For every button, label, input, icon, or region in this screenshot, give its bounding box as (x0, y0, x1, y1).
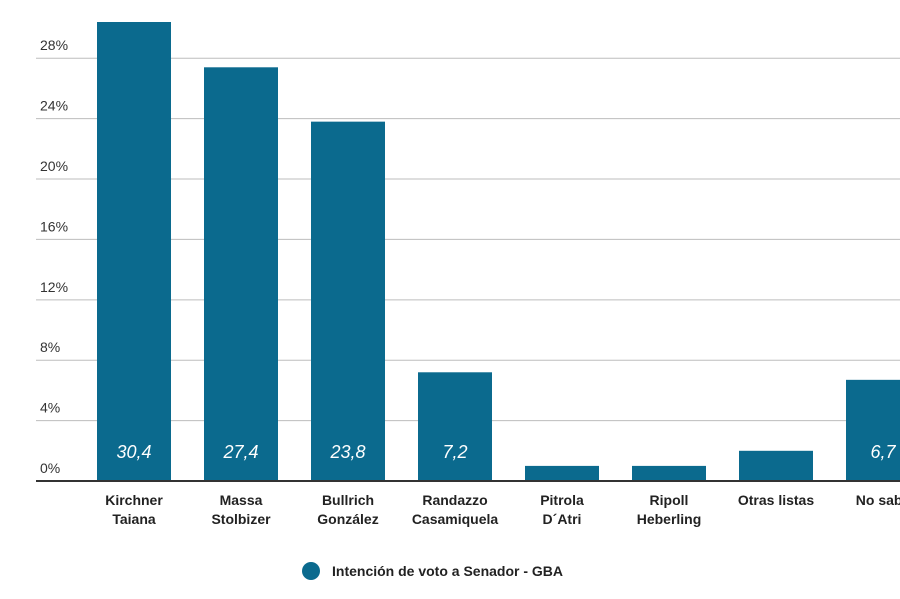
y-tick-label: 8% (40, 339, 60, 355)
legend: Intención de voto a Senador - GBA (302, 560, 563, 582)
x-category-label: Massa Stolbizer (211, 492, 271, 527)
x-category-label: Randazzo Casamiquela (412, 492, 499, 527)
bar (418, 372, 492, 481)
y-tick-label: 4% (40, 400, 60, 416)
bar (311, 121, 385, 482)
y-tick-label: 20% (40, 158, 68, 174)
x-category-label-line: Taiana (112, 511, 156, 527)
x-category-label-line: D´Atri (543, 511, 582, 527)
y-tick-label: 28% (40, 37, 68, 53)
x-category-label: Ripoll Heberling (637, 492, 702, 527)
bar (846, 379, 900, 481)
x-category-label: Pitrola D´Atri (540, 492, 584, 527)
bar-data-label: 7,2 (442, 442, 467, 462)
bar-data-label: 6,7 (870, 442, 896, 462)
x-category-label-line: Massa (220, 492, 263, 508)
x-category-label: Otras listas (738, 492, 814, 508)
x-category-label-line: Pitrola (540, 492, 584, 508)
x-category-label-line: Casamiquela (412, 511, 499, 527)
y-tick-label: 16% (40, 218, 68, 234)
x-category-label-line: Ripoll (650, 492, 689, 508)
bar-data-label: 23,8 (329, 442, 365, 462)
bar (97, 22, 171, 481)
bar (739, 450, 813, 481)
x-category-label-line: Heberling (637, 511, 702, 527)
x-category-label: Kirchner Taiana (105, 492, 163, 527)
x-category-label-line: No sabe (856, 492, 900, 508)
x-category-label: Bullrich González (317, 492, 378, 527)
x-category-label-line: Randazzo (422, 492, 487, 508)
bar-data-label: 27,4 (222, 442, 258, 462)
y-tick-label: 12% (40, 279, 68, 295)
x-category-label-line: Stolbizer (211, 511, 271, 527)
x-category-label-line: Kirchner (105, 492, 163, 508)
legend-marker (302, 562, 320, 580)
y-tick-label: 24% (40, 98, 68, 114)
y-tick-label: 0% (40, 460, 60, 476)
x-category-label: No sabe (856, 492, 900, 508)
x-category-label-line: Otras listas (738, 492, 814, 508)
x-category-label-line: González (317, 511, 378, 527)
legend-label: Intención de voto a Senador - GBA (332, 563, 564, 579)
bar (204, 67, 278, 481)
bar (525, 465, 599, 481)
x-category-label-line: Bullrich (322, 492, 374, 508)
bar (632, 465, 706, 481)
bar-data-label: 30,4 (116, 442, 151, 462)
